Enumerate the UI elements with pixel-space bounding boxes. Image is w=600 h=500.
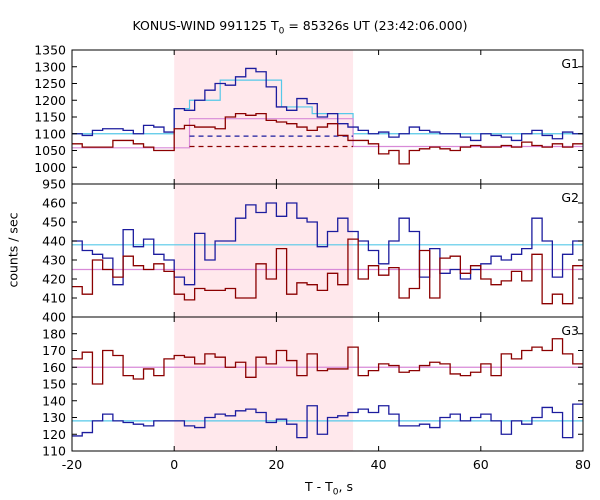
- y-tick-label-g1: 1150: [34, 110, 66, 125]
- y-tick-label-g2: 430: [42, 253, 66, 268]
- panel-label-g1: G1: [561, 56, 579, 71]
- y-tick-label-g2: 440: [42, 234, 66, 249]
- y-tick-label-g2: 450: [42, 215, 66, 230]
- reference-step-g1-pink: [72, 118, 583, 149]
- y-tick-label-g1: 1100: [34, 126, 66, 141]
- series-g3-red: [72, 338, 583, 385]
- y-tick-label-g2: 400: [42, 310, 66, 325]
- series-g1-red: [72, 113, 583, 165]
- y-tick-label-g3: 120: [42, 427, 66, 442]
- highlight-interval-g2: [174, 184, 354, 317]
- y-tick-label-g1: 1050: [34, 143, 66, 158]
- y-tick-label-g3: 110: [42, 444, 66, 459]
- y-tick-label-g2: 460: [42, 196, 66, 211]
- y-tick-label-g1: 950: [42, 177, 66, 192]
- y-tick-label-g1: 1000: [34, 160, 66, 175]
- panel-label-g3: G3: [561, 323, 579, 338]
- x-tick-label: 80: [575, 457, 591, 472]
- x-tick-label: -20: [62, 457, 82, 472]
- y-tick-label-g3: 170: [42, 343, 66, 358]
- x-tick-label: 20: [268, 457, 284, 472]
- y-tick-label-g1: 1250: [34, 76, 66, 91]
- series-g1-blue: [72, 67, 583, 142]
- y-tick-label-g1: 1200: [34, 93, 66, 108]
- y-tick-label-g3: 160: [42, 360, 66, 375]
- highlight-interval-g3: [174, 317, 354, 451]
- panel-frame-g3: [71, 316, 584, 452]
- y-tick-label-g1: 1350: [34, 43, 66, 58]
- y-tick-label-g3: 180: [42, 326, 66, 341]
- y-tick-label-g2: 420: [42, 272, 66, 287]
- x-tick-label: 60: [473, 457, 489, 472]
- y-tick-label-g2: 410: [42, 291, 66, 306]
- y-tick-label-g3: 150: [42, 377, 66, 392]
- series-g3-blue: [72, 403, 583, 439]
- series-g2-blue: [72, 202, 583, 286]
- y-tick-label-g3: 130: [42, 410, 66, 425]
- chart-title: KONUS-WIND 991125 T0 = 85326s UT (23:42:…: [132, 18, 468, 37]
- y-tick-label-g3: 140: [42, 393, 66, 408]
- y-tick-label-g1: 1300: [34, 59, 66, 74]
- panel-label-g2: G2: [561, 190, 579, 205]
- x-axis-label: T - T0, s: [305, 479, 353, 498]
- x-tick-label: 0: [170, 457, 178, 472]
- series-g2-red: [72, 238, 583, 305]
- x-tick-label: 40: [371, 457, 387, 472]
